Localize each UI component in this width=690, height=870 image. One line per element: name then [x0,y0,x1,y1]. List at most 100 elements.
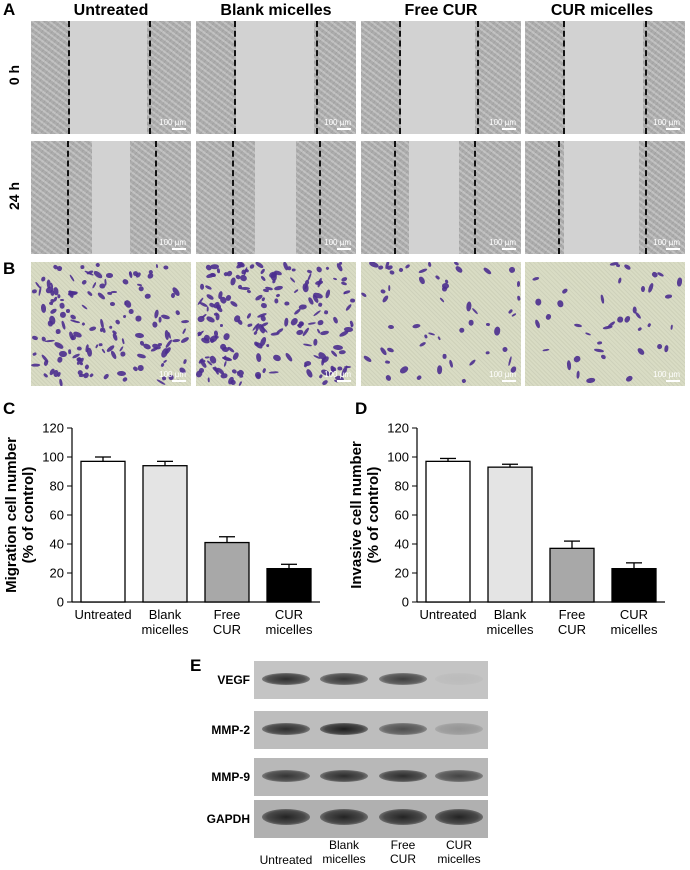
stained-cell [616,315,624,324]
wound-boundary-line [558,141,560,254]
stained-cell [136,363,144,371]
y-tick-label: 120 [42,421,64,436]
stained-cell [313,338,318,346]
x-tick-label-line: micelles [266,622,313,637]
stained-cell [291,268,296,272]
scale-bar-label: 100 µm [324,370,351,379]
wound-boundary-line [316,21,318,134]
stained-cell [417,267,428,274]
stained-cell [128,308,135,315]
stained-cell [335,262,344,273]
micrograph-0h-3: 100 µm [361,21,521,134]
stained-cell [174,309,181,316]
stained-cell [259,268,266,276]
stained-cell [158,343,163,346]
column-header-free-cur: Free CUR [404,2,478,19]
stained-cell [600,294,605,305]
stained-cell [324,289,332,300]
blot-band [262,673,310,685]
stained-cell [486,322,491,326]
stained-cell [656,271,665,278]
stained-cell [274,298,279,304]
blot-lane-label-line: Untreated [259,853,313,867]
stained-cell [623,315,631,324]
stained-cell [600,354,607,361]
stained-cell [545,313,553,321]
stained-cell [416,375,423,381]
scale-bar: 100 µm [324,118,351,130]
stained-cell [387,285,391,292]
blot-band [435,723,483,735]
stained-cell [454,265,464,275]
stained-cell [646,322,652,328]
stained-cell [485,350,491,355]
stained-cell [617,277,622,284]
x-tick-label: Free CUR [558,607,586,637]
stained-cell [237,284,243,289]
scale-bar-label: 100 µm [489,370,516,379]
transwell-micrograph-3: 100 µm [361,262,521,386]
blot-lane-label-line: CUR [446,838,472,852]
stained-cell [640,286,645,293]
row-label-24h: 24 h [6,182,22,211]
stained-cell [45,339,56,343]
stained-cell [172,338,181,343]
stained-cell [273,285,283,292]
bar [266,567,312,603]
stained-cell [119,351,126,358]
stained-cell [106,273,114,278]
stained-cell [207,377,211,383]
stained-cell [467,358,477,368]
stained-cell [219,323,224,327]
stained-cell [385,360,391,365]
stained-cell [471,307,478,315]
stained-cell [313,309,322,317]
stained-cell [314,265,323,274]
stained-cell [647,282,655,294]
stained-cell [98,342,103,347]
stained-cell [501,346,509,354]
stained-cell [437,336,441,341]
blot-band [435,809,483,825]
stained-cell [86,290,93,297]
blot-protein-label: GAPDH [206,812,250,826]
y-tick-label: 80 [395,479,409,494]
stained-cell [262,288,269,293]
stained-cell [123,300,127,306]
stained-cell [289,276,296,284]
stained-cell [418,275,427,286]
stained-cell [67,349,72,355]
wound-gap [409,141,459,254]
stained-cell [97,291,107,301]
stained-cell [284,351,294,362]
stained-cell [223,360,228,368]
stained-cell [151,320,158,328]
wound-gap [401,21,475,134]
stained-cell [43,359,49,366]
stained-cell [340,280,347,286]
scale-bar-label: 100 µm [489,238,516,247]
x-tick-label-line: Free [214,607,241,622]
scale-bar: 100 µm [159,370,186,382]
stained-cell [423,334,428,339]
stained-cell [574,323,583,329]
x-tick-label-line: micelles [142,622,189,637]
y-tick-label: 40 [50,537,64,552]
scale-bar: 100 µm [324,370,351,382]
stained-cell [338,349,346,355]
panel-letter-a: A [3,0,16,19]
bar [142,465,188,603]
x-tick-label-line: Blank [494,607,527,622]
stained-cell [325,266,330,271]
stained-cell [623,263,632,271]
blot-protein-label: MMP-9 [211,770,250,784]
stained-cell [181,319,190,324]
bar [80,460,126,603]
scale-bar: 100 µm [489,118,516,130]
scale-bar-label: 100 µm [159,238,186,247]
stained-cell [262,367,267,373]
scale-bar-label: 100 µm [653,118,680,127]
blot-band [320,673,368,685]
stained-cell [319,329,330,336]
y-axis-label-line: (% of control) [365,467,382,564]
